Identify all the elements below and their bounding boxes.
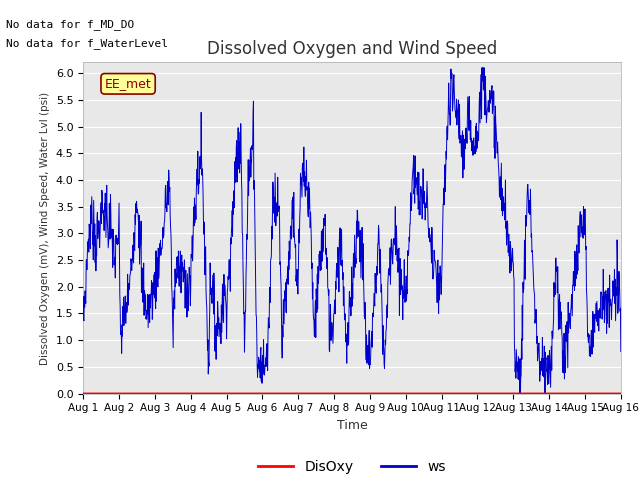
Legend: DisOxy, ws: DisOxy, ws [253,454,451,480]
Y-axis label: Dissolved Oxygen (mV), Wind Speed, Water Lvl (psi): Dissolved Oxygen (mV), Wind Speed, Water… [40,91,50,365]
Text: No data for f_WaterLevel: No data for f_WaterLevel [6,38,168,49]
X-axis label: Time: Time [337,419,367,432]
Text: No data for f_MD_DO: No data for f_MD_DO [6,19,134,30]
Title: Dissolved Oxygen and Wind Speed: Dissolved Oxygen and Wind Speed [207,40,497,58]
Text: EE_met: EE_met [105,77,152,90]
